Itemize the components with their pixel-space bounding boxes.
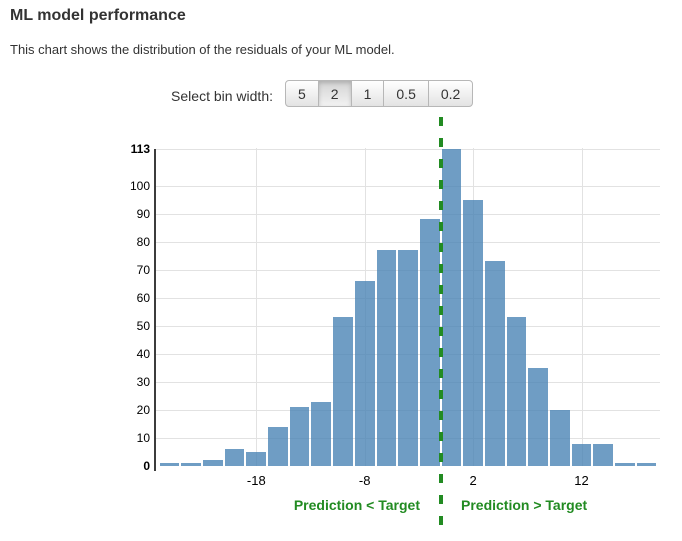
histogram-bar — [571, 443, 592, 466]
x-axis-label: -18 — [246, 473, 266, 488]
annotation-prediction-lt-target: Prediction < Target — [293, 497, 420, 513]
histogram-bar — [311, 401, 332, 466]
histogram-bar — [441, 149, 462, 466]
histogram-bar — [398, 250, 418, 466]
bin-width-button-group: 5 2 1 0.5 0.2 — [285, 80, 474, 107]
histogram-bar — [333, 317, 353, 466]
annotation-prediction-gt-target: Prediction > Target — [461, 497, 588, 513]
x-gridline — [256, 148, 258, 466]
x-gridline — [581, 148, 583, 466]
bin-width-button-2[interactable]: 2 — [317, 80, 352, 107]
histogram-bar — [224, 449, 245, 466]
y-axis-label: 0 — [143, 459, 150, 473]
histogram-bar — [376, 250, 397, 466]
y-gridline — [156, 149, 660, 151]
y-gridline — [156, 241, 660, 243]
y-axis-label: 10 — [136, 430, 150, 445]
y-axis-line — [154, 149, 156, 471]
histogram-bar — [636, 463, 657, 466]
y-axis-label: 50 — [136, 318, 150, 333]
histogram-bar — [354, 280, 375, 466]
histogram-bar — [614, 463, 635, 466]
histogram-bar — [419, 219, 440, 466]
y-gridline — [156, 185, 660, 187]
histogram-bar — [159, 463, 180, 466]
bin-width-button-0.2[interactable]: 0.2 — [427, 80, 474, 107]
page-title: ML model performance — [10, 7, 186, 24]
histogram-bar — [463, 199, 483, 466]
histogram-bar — [181, 463, 202, 466]
histogram-bar — [484, 261, 505, 466]
histogram-bar — [246, 452, 267, 466]
histogram-bar — [203, 460, 223, 466]
y-axis-label: 80 — [136, 234, 150, 249]
y-axis-label: 30 — [136, 374, 150, 389]
zero-reference-line — [438, 117, 443, 537]
x-axis-label: -8 — [358, 473, 371, 488]
histogram-bar — [528, 367, 548, 466]
histogram-bar — [268, 426, 288, 466]
x-axis-label: 12 — [574, 473, 589, 488]
histogram-bar — [506, 317, 527, 466]
y-axis-label: 113 — [130, 142, 150, 156]
y-axis-label: 100 — [129, 178, 150, 193]
histogram-bar — [289, 407, 310, 466]
x-axis-label: 2 — [469, 473, 477, 488]
y-axis-label: 40 — [136, 346, 150, 361]
y-gridline — [156, 213, 660, 215]
histogram-bar — [549, 409, 570, 466]
y-axis-label: 70 — [136, 262, 150, 277]
bin-width-button-0.5[interactable]: 0.5 — [383, 80, 429, 107]
bin-width-button-1[interactable]: 1 — [350, 80, 385, 107]
bin-width-label: Select bin width: — [171, 88, 273, 104]
y-axis-label: 20 — [136, 402, 150, 417]
page-subtitle: This chart shows the distribution of the… — [10, 42, 395, 57]
y-axis-label: 90 — [136, 206, 150, 221]
histogram-bar — [593, 443, 614, 466]
y-axis-label: 60 — [136, 290, 150, 305]
